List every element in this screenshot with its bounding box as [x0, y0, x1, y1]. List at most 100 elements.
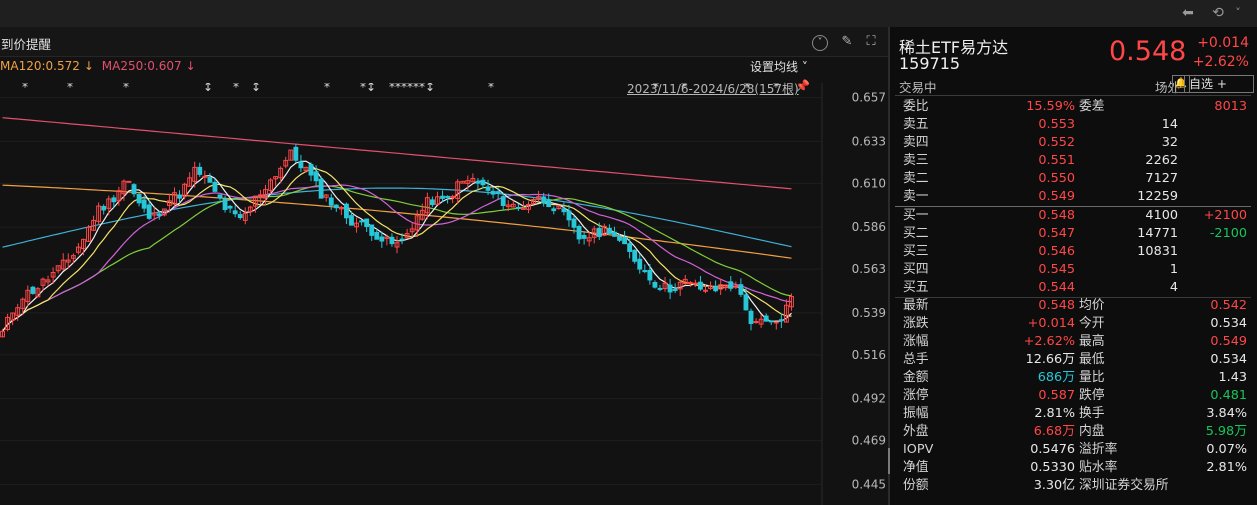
- candle-body: [465, 180, 471, 184]
- ma-settings-button[interactable]: 设置均线 ˅: [750, 60, 808, 74]
- signal-marker: *↕: [360, 83, 376, 94]
- candle-body: [293, 146, 299, 161]
- ask-label: 卖三: [903, 153, 929, 168]
- ma30-line: [2, 185, 792, 332]
- candle-body: [424, 197, 430, 214]
- stat-value: 1.43: [1218, 370, 1248, 385]
- collapse-icon[interactable]: ˅: [812, 35, 828, 51]
- candle-body: [612, 231, 617, 237]
- brush-icon[interactable]: ✎: [841, 34, 853, 49]
- candle-body: [515, 206, 521, 209]
- candle-body: [298, 161, 304, 169]
- candle-body: [40, 278, 46, 286]
- back-arrow-icon[interactable]: ⬅: [1182, 5, 1194, 21]
- bid-volume: 4: [1169, 280, 1178, 295]
- candle-body: [242, 212, 248, 221]
- candle-body: [419, 209, 425, 220]
- candle-body: [323, 194, 329, 198]
- candle-body: [510, 203, 516, 208]
- stat-value: 12.66万: [1025, 352, 1075, 367]
- signal-marker: *: [22, 83, 28, 94]
- stat-value: 0.5330: [1030, 460, 1075, 475]
- candle-body: [576, 226, 582, 240]
- candle-body: [698, 281, 703, 290]
- candle-body: [789, 295, 794, 308]
- candle-body: [389, 236, 395, 245]
- ask-price: 0.552: [1038, 135, 1075, 150]
- expand-icon[interactable]: ⛶: [866, 34, 876, 49]
- candle-body: [344, 203, 349, 219]
- ma250-arrow: ↓: [185, 59, 196, 73]
- candle-body: [96, 205, 102, 222]
- pin-icon[interactable]: 📌: [795, 79, 810, 93]
- candle-body: [429, 199, 435, 206]
- market-label: 场外: [1155, 80, 1181, 95]
- divider-grip[interactable]: [888, 448, 890, 474]
- stat-label: 最新: [903, 298, 929, 313]
- ma-legend: MA120:0.572 ↓ MA250:0.607 ↓: [0, 59, 200, 73]
- candle-body: [581, 234, 587, 239]
- bid-price: 0.548: [1038, 208, 1075, 223]
- bid-price: 0.544: [1038, 280, 1075, 295]
- stat-value: +0.014: [1027, 316, 1075, 331]
- stat-label: 换手: [1079, 406, 1105, 421]
- stat-label: 最低: [1079, 352, 1105, 367]
- undo-icon[interactable]: ⟲: [1212, 5, 1224, 21]
- candle-body: [151, 212, 157, 216]
- signal-marker: *: [324, 83, 330, 94]
- candle-body: [86, 226, 91, 242]
- candle-body: [369, 224, 375, 236]
- signal-marker: ↕: [203, 83, 213, 94]
- candle-body: [166, 200, 172, 206]
- signal-marker: ↕: [251, 83, 261, 94]
- candle-body: [455, 181, 461, 199]
- candle-body: [677, 281, 683, 290]
- stat-label: 金额: [903, 370, 929, 385]
- y-tick-label: 0.633: [852, 134, 886, 148]
- candle-body: [627, 243, 633, 252]
- stat-row: 净值 0.5330 贴水率 2.81%: [891, 459, 1257, 477]
- candle-body: [30, 286, 36, 294]
- date-range-link[interactable]: 2023/11/6-2024/6/28(157根): [627, 82, 799, 96]
- candle-body: [237, 214, 243, 219]
- candle-body: [359, 220, 365, 223]
- bid-row: 买一 0.548 4100 +2100: [891, 207, 1257, 225]
- candle-body: [394, 242, 400, 248]
- ask-price: 0.549: [1038, 189, 1075, 204]
- panel-divider[interactable]: [888, 27, 890, 505]
- price-alert-label[interactable]: 到价提醒: [1, 37, 52, 52]
- candle-body: [121, 180, 127, 195]
- ask-price: 0.553: [1038, 117, 1075, 132]
- ask-row: 卖一 0.549 12259: [891, 188, 1257, 206]
- ask-volume: 2262: [1145, 153, 1178, 168]
- stat-row: 份额 3.30亿 深圳证券交易所: [891, 477, 1257, 495]
- candle-body: [136, 193, 142, 204]
- chevron-down-icon[interactable]: ˅: [1235, 6, 1241, 19]
- stat-value: 0.549: [1210, 334, 1247, 349]
- kline-chart[interactable]: 0.657 0.633 0.610 0.586 0.563 0.539 0.516 0.492…: [0, 83, 888, 505]
- candle-body: [288, 149, 294, 161]
- candle-body: [161, 208, 167, 216]
- signal-marker: *: [681, 83, 687, 94]
- add-watchlist-button[interactable]: 自选 +: [1184, 75, 1254, 93]
- stat-label: 振幅: [903, 406, 929, 421]
- candle-body: [409, 228, 415, 233]
- weicha-value: 8013: [1214, 99, 1247, 114]
- stat-label: 涨幅: [903, 334, 929, 349]
- candle-body: [505, 204, 511, 208]
- candle-body: [252, 195, 258, 207]
- candle-body: [586, 237, 592, 242]
- candle-body: [384, 236, 390, 239]
- candle-body: [571, 218, 577, 228]
- candle-body: [682, 278, 688, 285]
- candle-body: [182, 183, 188, 197]
- weibi-label: 委比: [903, 99, 929, 114]
- candle-body: [753, 321, 759, 324]
- stat-label: 溢折率: [1079, 442, 1118, 457]
- bell-icon[interactable]: 🔔: [1172, 75, 1190, 93]
- weibi-value: 15.59%: [1026, 99, 1075, 114]
- candle-body: [450, 195, 456, 198]
- candle-body: [647, 269, 653, 281]
- candle-body: [258, 194, 263, 199]
- candle-body: [399, 238, 405, 241]
